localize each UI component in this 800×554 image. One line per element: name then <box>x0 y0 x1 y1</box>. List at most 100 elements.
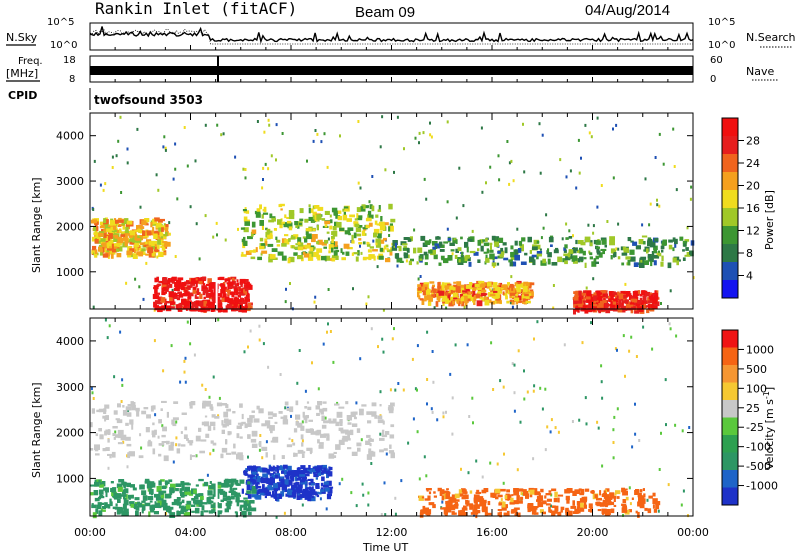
power-cell <box>267 243 274 247</box>
power-cell <box>242 287 248 292</box>
velocity-cell <box>384 513 387 517</box>
velocity-cell <box>256 468 260 472</box>
velocity-cell <box>601 508 607 514</box>
power-cell <box>438 262 442 266</box>
power-cell <box>340 248 343 254</box>
colorbar-swatch <box>722 382 738 401</box>
power-cell <box>131 241 136 245</box>
velocity-cell <box>273 471 276 474</box>
power-cell <box>301 246 306 249</box>
power-cell <box>606 220 609 223</box>
power-cell <box>640 259 643 263</box>
power-cell <box>317 239 323 245</box>
power-cell <box>674 242 677 248</box>
power-cell <box>153 249 160 252</box>
power-cell <box>408 260 412 266</box>
velocity-cell <box>460 467 462 471</box>
power-cell <box>593 300 596 304</box>
velocity-cell <box>138 455 144 459</box>
velocity-cell <box>389 434 395 439</box>
velocity-cell <box>651 347 654 351</box>
velocity-cell <box>323 467 327 473</box>
power-cell <box>388 226 391 232</box>
power-cell <box>204 214 207 218</box>
power-cell <box>222 308 228 313</box>
power-cell <box>424 254 429 260</box>
power-cell <box>343 211 346 216</box>
power-cell <box>351 234 354 241</box>
power-cell <box>470 295 474 301</box>
velocity-cell <box>430 407 433 411</box>
power-cell <box>609 240 615 246</box>
power-cell <box>376 223 381 226</box>
power-cell <box>396 115 399 119</box>
power-cell <box>339 134 341 138</box>
colorbar-swatch <box>722 190 738 209</box>
power-cell <box>684 254 691 257</box>
velocity-cell <box>604 511 610 516</box>
velocity-cell <box>224 483 229 488</box>
velocity-cell <box>359 357 362 361</box>
velocity-cell <box>227 495 231 501</box>
velocity-cell <box>279 465 283 470</box>
power-cell <box>324 210 330 215</box>
velocity-cell <box>130 484 135 488</box>
power-cell <box>578 301 584 308</box>
velocity-cell <box>285 475 290 480</box>
power-cell <box>486 248 489 254</box>
velocity-cell <box>301 420 304 424</box>
velocity-cell <box>365 440 371 445</box>
power-cell <box>118 237 124 244</box>
power-cell <box>502 242 507 246</box>
velocity-cell <box>389 444 392 449</box>
velocity-cell <box>198 427 202 432</box>
velocity-cell <box>256 491 259 496</box>
power-cell <box>119 218 125 221</box>
velocity-cell <box>116 483 123 489</box>
power-cell <box>613 252 617 258</box>
velocity-cell <box>121 494 127 497</box>
power-cell <box>440 255 445 260</box>
velocity-cell <box>155 497 159 501</box>
velocity-cell <box>301 439 304 443</box>
power-cell <box>465 285 471 289</box>
power-cell <box>617 222 620 226</box>
velocity-cell <box>113 492 118 499</box>
velocity-cell <box>121 378 124 382</box>
velocity-cell <box>356 442 362 447</box>
power-cell <box>145 253 150 256</box>
velocity-cell <box>420 509 424 516</box>
power-cell <box>514 240 518 246</box>
velocity-cell <box>557 430 560 434</box>
velocity-cell <box>557 497 560 503</box>
velocity-cell <box>142 505 146 511</box>
power-cell <box>186 164 189 168</box>
power-cell <box>146 230 151 236</box>
velocity-cell <box>487 512 492 516</box>
velocity-cell <box>126 465 129 469</box>
power-cell <box>125 222 129 228</box>
velocity-cell <box>336 411 343 418</box>
power-cell <box>555 247 559 251</box>
power-cell <box>207 278 212 284</box>
velocity-cell <box>469 504 472 508</box>
velocity-cell <box>284 486 288 491</box>
power-cell <box>287 222 293 229</box>
power-cell <box>686 226 689 230</box>
power-cell <box>548 236 554 243</box>
velocity-cell <box>149 506 155 513</box>
velocity-cell <box>454 493 460 499</box>
velocity-cell <box>496 462 499 466</box>
power-cell <box>268 123 271 127</box>
velocity-cell <box>473 504 478 511</box>
power-cell <box>386 249 393 253</box>
velocity-cell <box>603 501 607 506</box>
power-cell <box>234 298 239 303</box>
power-cell <box>266 230 273 233</box>
velocity-y-tick-label: 1000 <box>56 472 84 485</box>
velocity-cell <box>236 433 240 439</box>
velocity-cell <box>560 510 563 513</box>
power-cell <box>528 283 532 289</box>
velocity-cell <box>431 410 434 414</box>
power-cell <box>610 294 614 301</box>
